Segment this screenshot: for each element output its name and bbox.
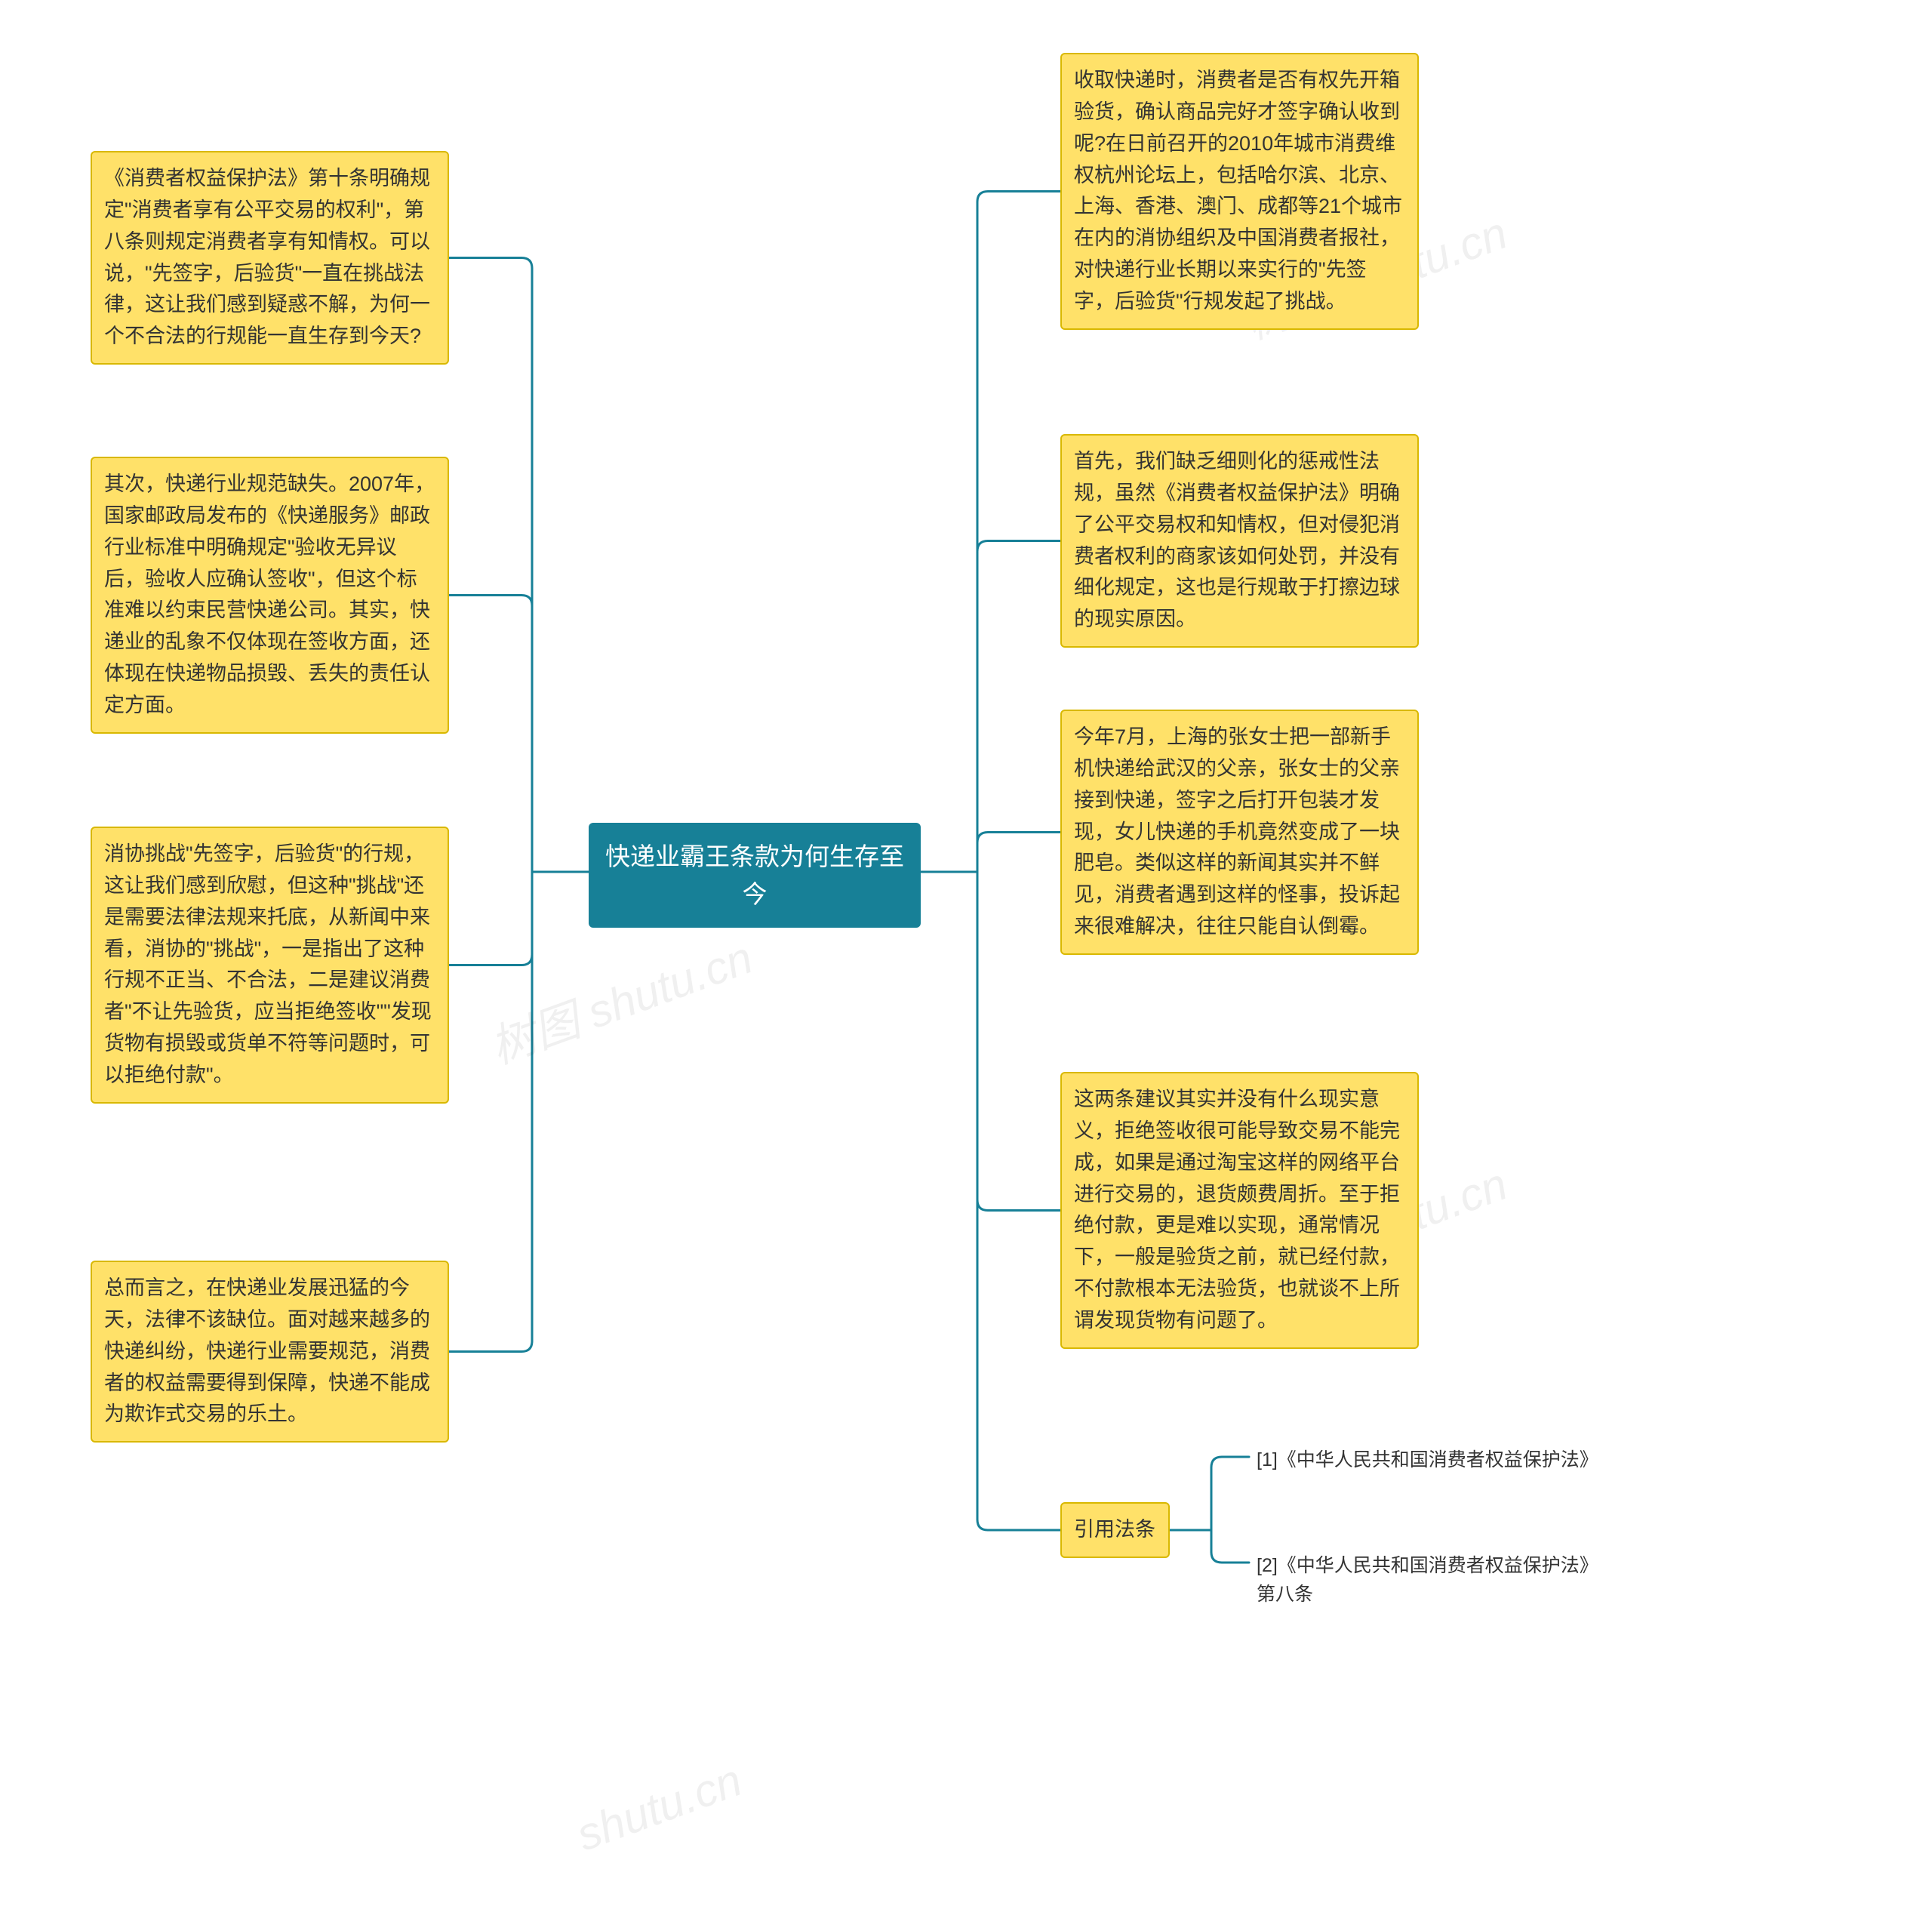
left-node-L1[interactable]: 《消费者权益保护法》第十条明确规定"消费者享有公平交易的权利"，第八条则规定消费… <box>91 151 449 365</box>
right-node-R3[interactable]: 今年7月，上海的张女士把一部新手机快递给武汉的父亲，张女士的父亲接到快递，签字之… <box>1060 710 1419 955</box>
left-node-L2[interactable]: 其次，快递行业规范缺失。2007年，国家邮政局发布的《快递服务》邮政行业标准中明… <box>91 457 449 734</box>
watermark: 树图 shutu.cn <box>480 921 760 1076</box>
citation-item[interactable]: [2]《中华人民共和国消费者权益保护法》 第八条 <box>1249 1547 1626 1613</box>
center-topic[interactable]: 快递业霸王条款为何生存至今 <box>589 823 921 928</box>
right-node-R5[interactable]: 引用法条 <box>1060 1502 1170 1558</box>
right-node-R1[interactable]: 收取快递时，消费者是否有权先开箱验货，确认商品完好才签字确认收到呢?在日前召开的… <box>1060 53 1419 330</box>
right-node-R4[interactable]: 这两条建议其实并没有什么现实意义，拒绝签收很可能导致交易不能完成，如果是通过淘宝… <box>1060 1072 1419 1349</box>
left-node-L3[interactable]: 消协挑战"先签字，后验货"的行规，这让我们感到欣慰，但这种"挑战"还是需要法律法… <box>91 827 449 1104</box>
watermark: shutu.cn <box>570 1754 749 1861</box>
left-node-L4[interactable]: 总而言之，在快递业发展迅猛的今天，法律不该缺位。面对越来越多的快递纠纷，快递行业… <box>91 1261 449 1443</box>
right-node-R2[interactable]: 首先，我们缺乏细则化的惩戒性法规，虽然《消费者权益保护法》明确了公平交易权和知情… <box>1060 434 1419 648</box>
citation-item[interactable]: [1]《中华人民共和国消费者权益保护法》 <box>1249 1442 1626 1480</box>
